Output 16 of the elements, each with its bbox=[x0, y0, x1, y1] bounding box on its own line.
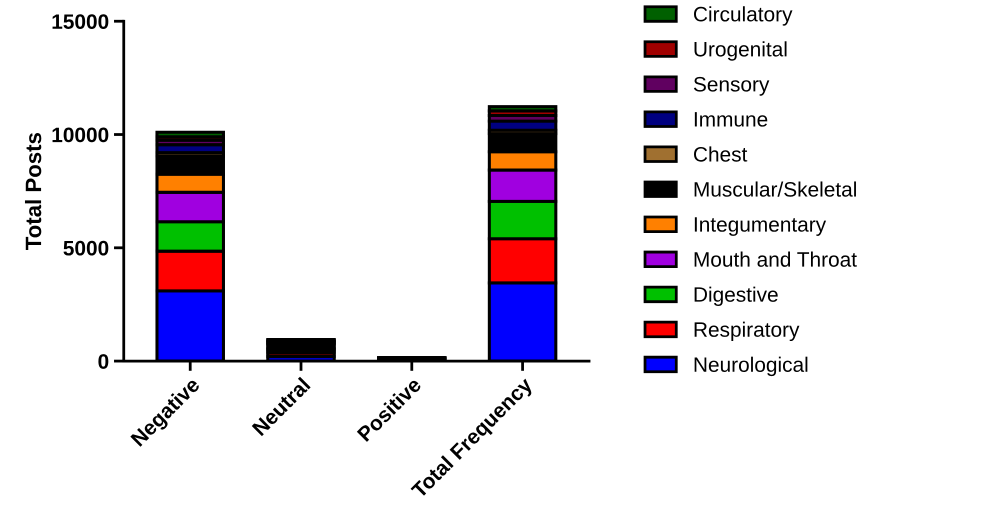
legend-label: Neurological bbox=[694, 356, 808, 376]
y-tick-label: 0 bbox=[98, 354, 108, 369]
legend-label: Muscular/Skeletal bbox=[694, 181, 856, 197]
y-axis-title: Total Posts bbox=[24, 133, 42, 250]
legend-label: Chest bbox=[694, 146, 748, 162]
legend-label: Integumentary bbox=[694, 217, 826, 236]
y-tick-label: 5000 bbox=[63, 240, 108, 256]
legend-label: Sensory bbox=[694, 76, 770, 96]
legend-label: Mouth and Throat bbox=[694, 252, 857, 267]
legend-label: Immune bbox=[694, 112, 768, 127]
legend-label: Respiratory bbox=[694, 322, 800, 342]
legend-label: Circulatory bbox=[694, 6, 792, 26]
legend-label: Urogenital bbox=[694, 41, 787, 61]
legend-label: Digestive bbox=[694, 286, 778, 306]
y-tick-label: 10000 bbox=[52, 128, 108, 142]
y-tick-label: 15000 bbox=[52, 14, 108, 29]
